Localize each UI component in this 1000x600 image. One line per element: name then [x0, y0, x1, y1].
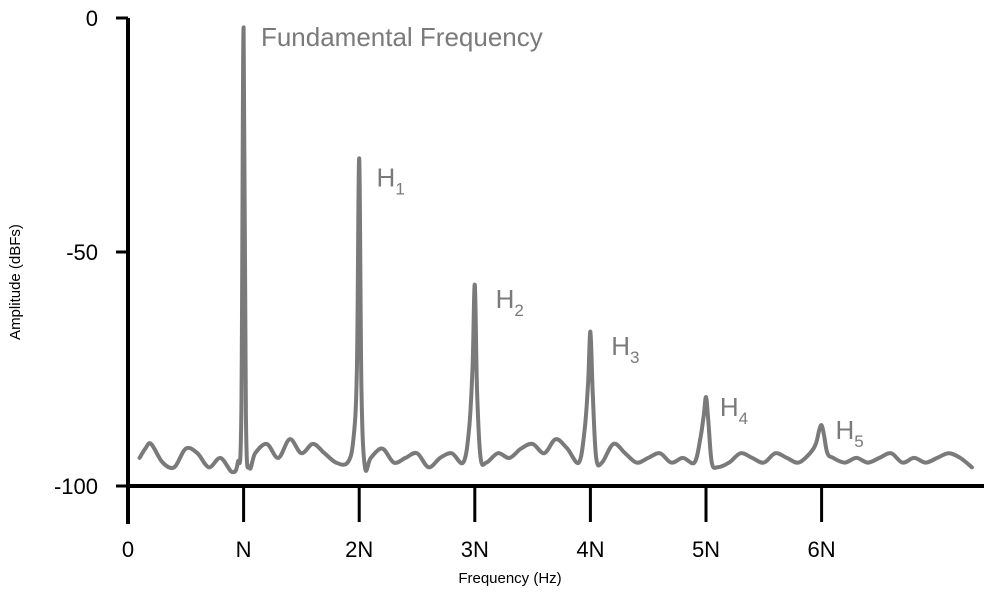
y-axis-title: Amplitude (dBFs) — [7, 224, 24, 340]
peak-label-h4: H4 — [720, 392, 748, 428]
x-axis-title: Frequency (Hz) — [458, 570, 561, 587]
y-tick-label-0: 0 — [86, 6, 98, 31]
spectrum-line-0 — [137, 25, 974, 475]
peak-label-fundamental: Fundamental Frequency — [261, 22, 543, 52]
y-tick-label-1: -50 — [66, 240, 98, 265]
peak-label-h3: H3 — [611, 331, 639, 367]
x-tick-label-6: 6N — [808, 537, 836, 562]
axes — [126, 18, 984, 524]
peak-labels: Fundamental Frequency H1 H2 H3 H4 H5 — [261, 22, 864, 451]
x-tick-label-1: N — [236, 537, 252, 562]
x-tick-label-5: 5N — [692, 537, 720, 562]
y-tick-label-2: -100 — [54, 474, 98, 499]
peak-label-h2: H2 — [496, 284, 524, 320]
peak-label-h1: H1 — [377, 162, 405, 198]
x-tick-label-2: 2N — [345, 537, 373, 562]
peak-label-h5: H5 — [835, 415, 863, 451]
x-tick-label-0: 0 — [122, 537, 134, 562]
x-tick-label-3: 3N — [461, 537, 489, 562]
ticks: 0 -50 -100 0 N 2N 3N 4N 5N 6N — [54, 6, 836, 562]
series — [137, 25, 974, 475]
x-tick-label-4: 4N — [576, 537, 604, 562]
